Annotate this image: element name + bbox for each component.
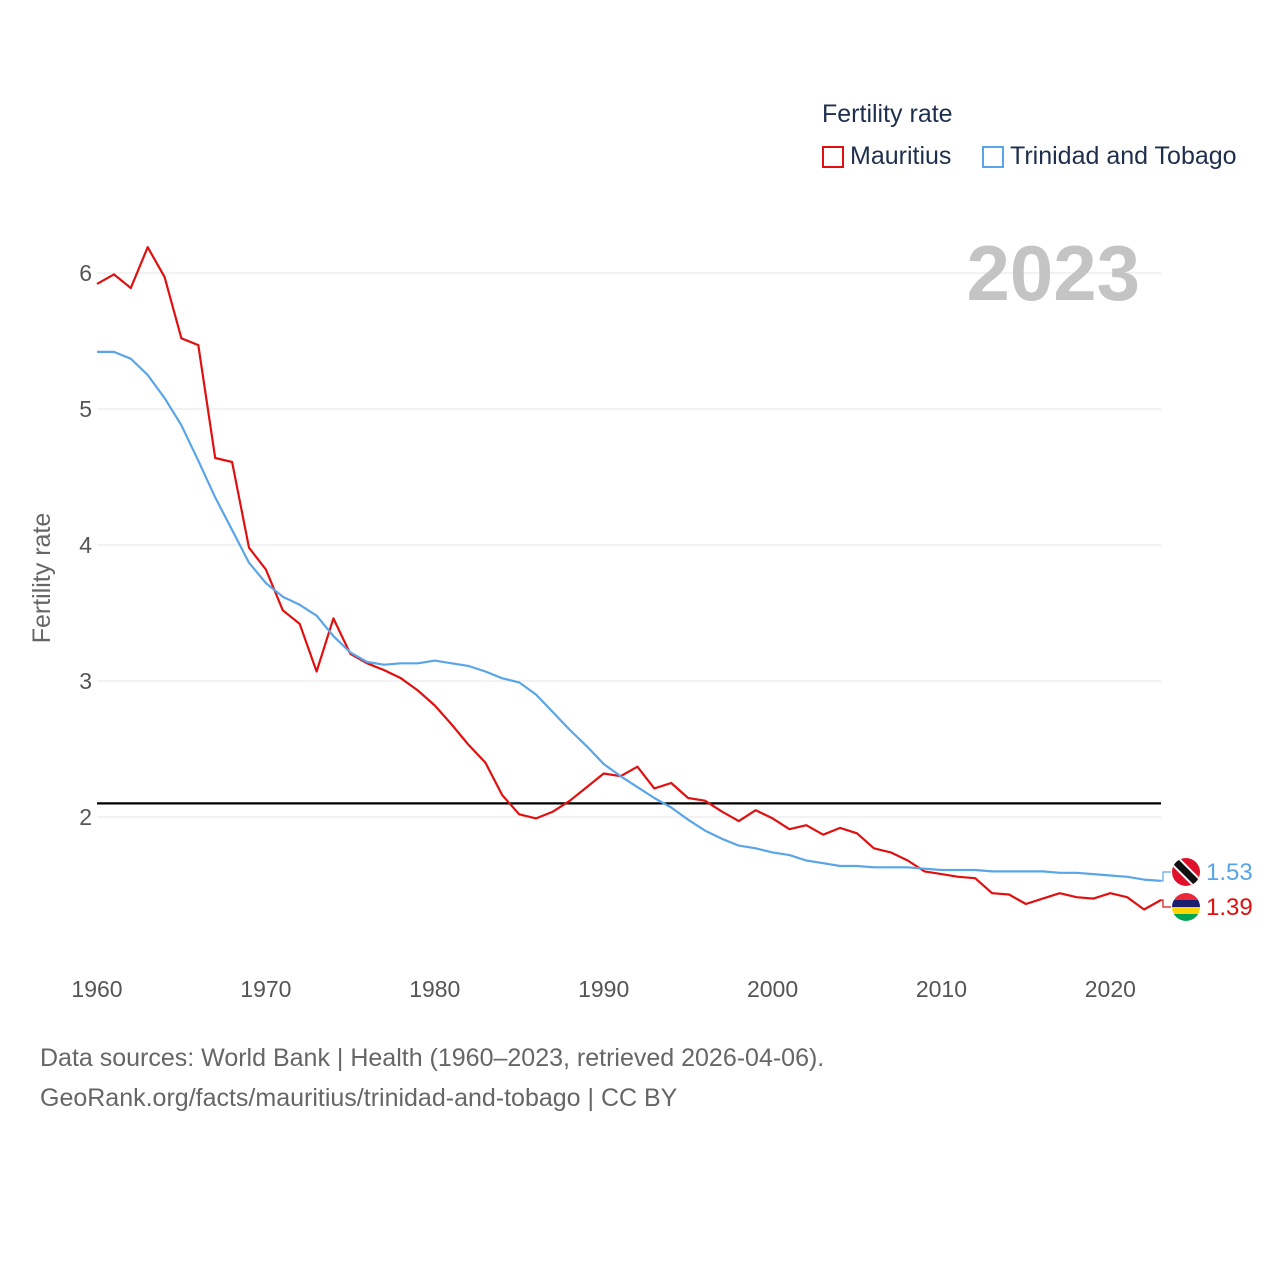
- mauritius-flag-icon: [1172, 893, 1200, 921]
- legend-item-mauritius[interactable]: Mauritius: [822, 142, 951, 171]
- y-axis-title: Fertility rate: [28, 513, 56, 644]
- x-tick-label: 1960: [71, 976, 122, 1002]
- end-connector: [1161, 899, 1171, 908]
- end-connector: [1161, 871, 1171, 882]
- legend-label: Mauritius: [850, 142, 952, 170]
- gridlines: [97, 272, 1161, 818]
- y-axis-ticks: 2 3 4 5 6: [79, 260, 92, 830]
- x-tick-label: 2010: [916, 976, 967, 1002]
- x-tick-label: 2020: [1085, 976, 1136, 1002]
- series-line-mauritius: [96, 246, 1162, 911]
- y-tick-label: 4: [79, 532, 92, 558]
- y-tick-label: 6: [79, 260, 92, 286]
- legend-swatch-mauritius: [822, 145, 844, 168]
- end-markers: [1172, 858, 1200, 921]
- x-tick-label: 1980: [409, 976, 460, 1002]
- end-label-trinidad-and-tobago: 1.53: [1206, 859, 1253, 886]
- y-tick-label: 5: [79, 396, 92, 422]
- y-tick-label: 2: [79, 804, 92, 830]
- legend-title: Fertility rate: [822, 100, 953, 128]
- footer-attribution[interactable]: GeoRank.org/facts/mauritius/trinidad-and…: [40, 1084, 678, 1112]
- series-line-trinidad-and-tobago: [97, 350, 1162, 882]
- x-axis-ticks: 1960 1970 1980 1990 2000 2010 2020: [71, 976, 1136, 1002]
- legend-swatch-trinidad-and-tobago: [982, 145, 1004, 168]
- x-tick-label: 2000: [747, 976, 798, 1002]
- end-labels: 1.39 1.53: [1206, 859, 1253, 921]
- legend-label: Trinidad and Tobago: [1010, 142, 1237, 170]
- trinidad-and-tobago-flag-icon: [1172, 858, 1200, 886]
- footer-sources: Data sources: World Bank | Health (1960–…: [40, 1044, 825, 1072]
- year-label: 2023: [966, 229, 1140, 317]
- legend-item-trinidad-and-tobago[interactable]: Trinidad and Tobago: [982, 142, 1237, 171]
- x-tick-label: 1970: [240, 976, 291, 1002]
- end-label-mauritius: 1.39: [1206, 894, 1253, 921]
- x-tick-label: 1990: [578, 976, 629, 1002]
- series-lines: [96, 246, 1171, 911]
- y-tick-label: 3: [79, 668, 92, 694]
